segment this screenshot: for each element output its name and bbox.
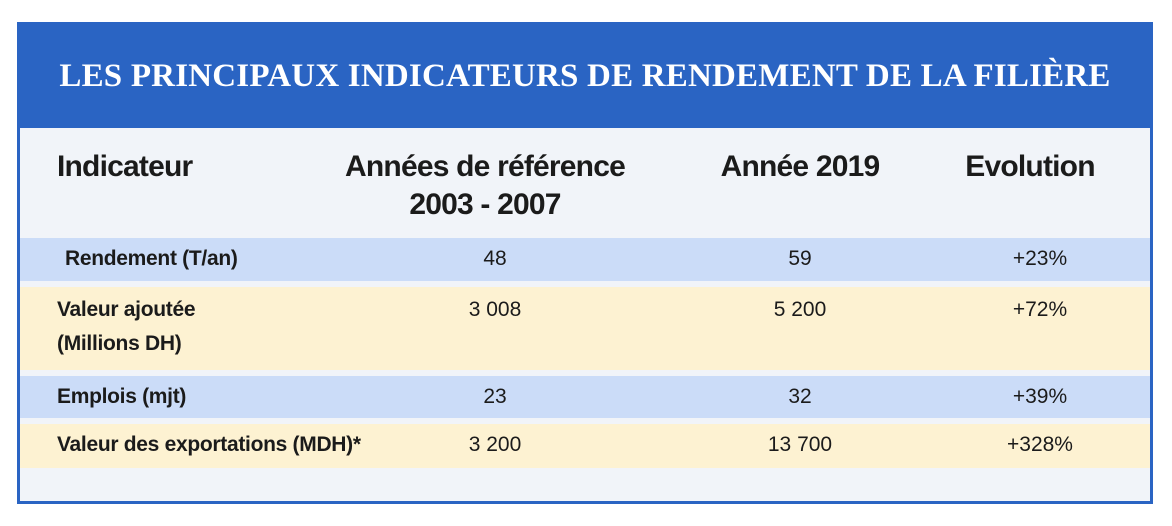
panel-title: LES PRINCIPAUX INDICATEURS DE RENDEMENT … <box>20 25 1150 128</box>
row-2019-value: 5 200 <box>773 298 827 321</box>
row-label: Valeur des exportations (MDH)* <box>57 433 361 456</box>
row-evolution: +72% <box>1012 298 1068 321</box>
header-reference-label: Années de référence <box>345 150 626 183</box>
row-label-line1: Valeur ajoutée <box>57 298 196 321</box>
header-year-2019: Année 2019 <box>720 150 881 183</box>
row-evolution: +23% <box>1012 247 1068 270</box>
row-label: Rendement (T/an) <box>65 247 238 270</box>
row-reference-value: 23 <box>483 385 507 408</box>
table-header: Indicateur Années de référence 2003 - 20… <box>20 128 1150 238</box>
table-row: Valeur ajoutée (Millions DH) 3 008 5 200… <box>20 287 1150 370</box>
row-reference-value: 3 200 <box>468 433 522 456</box>
indicators-panel: LES PRINCIPAUX INDICATEURS DE RENDEMENT … <box>17 22 1153 504</box>
header-evolution: Evolution <box>965 150 1095 183</box>
row-label: Valeur ajoutée (Millions DH) <box>57 293 196 361</box>
row-2019-value: 13 700 <box>767 433 833 456</box>
row-reference-value: 48 <box>483 247 507 270</box>
table-row: Emplois (mjt) 23 32 +39% <box>20 376 1150 418</box>
table-row: Rendement (T/an) 48 59 +23% <box>20 238 1150 281</box>
row-2019-value: 59 <box>788 247 812 270</box>
header-reference-years: Années de référence 2003 - 2007 <box>320 148 650 224</box>
row-2019-value: 32 <box>788 385 812 408</box>
header-indicator: Indicateur <box>57 150 193 183</box>
header-reference-period: 2003 - 2007 <box>409 188 561 221</box>
row-reference-value: 3 008 <box>468 298 522 321</box>
row-label: Emplois (mjt) <box>57 385 187 408</box>
row-evolution: +328% <box>1007 433 1073 456</box>
table-row: Valeur des exportations (MDH)* 3 200 13 … <box>20 424 1150 468</box>
row-evolution: +39% <box>1012 385 1068 408</box>
row-label-line2: (Millions DH) <box>57 332 182 355</box>
